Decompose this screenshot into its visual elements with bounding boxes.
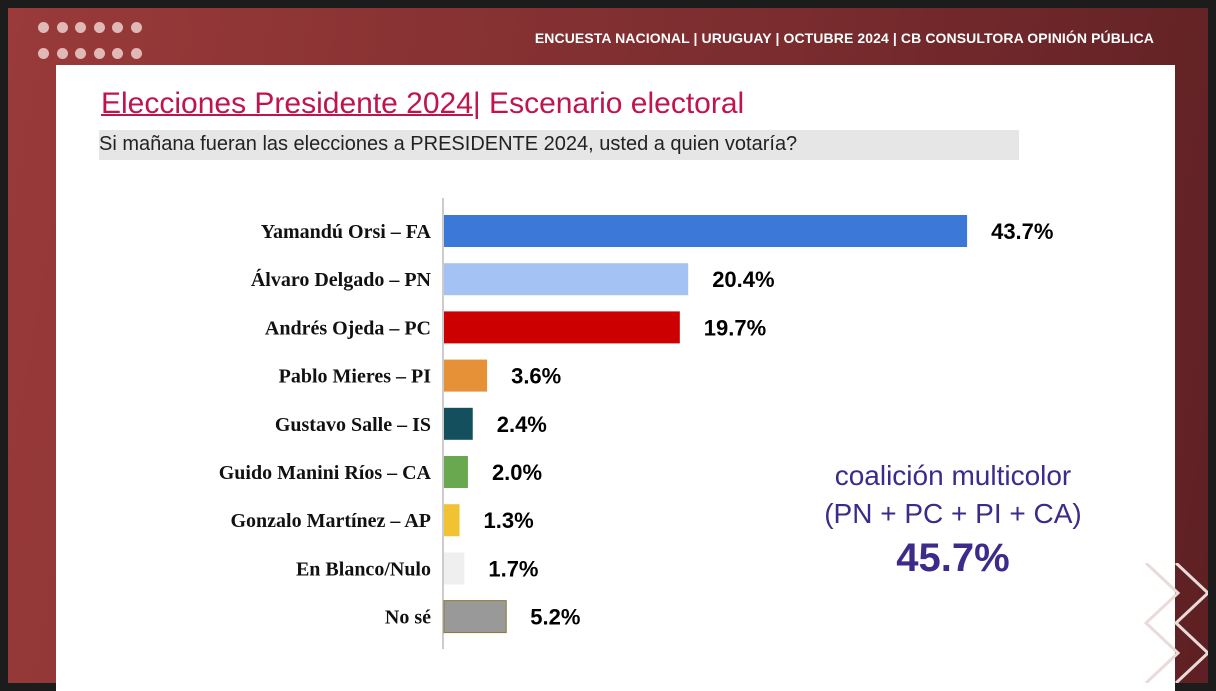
category-label: Gonzalo Martínez – AP [230, 510, 431, 532]
title-rest: Escenario electoral [480, 87, 745, 120]
title-main: Elecciones Presidente 2024 [101, 87, 473, 120]
header-text: ENCUESTA NACIONAL | URUGUAY | OCTUBRE 20… [534, 30, 1154, 46]
category-label: Andrés Ojeda – PC [265, 317, 431, 339]
bar [443, 600, 507, 634]
bar [444, 504, 460, 537]
dot [130, 22, 142, 33]
coalition-parties: (PN + PC + PI + CA) [824, 498, 1082, 529]
coalition-summary: coalición multicolor (PN + PC + PI + CA)… [753, 457, 1153, 583]
dot [130, 48, 142, 59]
value-label: 5.2% [530, 605, 580, 630]
bar [444, 552, 465, 585]
value-label: 1.7% [488, 556, 538, 581]
category-label: Álvaro Delgado – PN [251, 268, 432, 291]
bar [444, 311, 680, 344]
dot [75, 48, 86, 59]
value-label: 43.7% [991, 219, 1053, 244]
dot [75, 22, 86, 33]
title-separator: | [472, 87, 481, 120]
category-label: No sé [385, 607, 431, 629]
dot [112, 48, 123, 59]
category-label: Gustavo Salle – IS [275, 414, 431, 436]
category-label: Pablo Mieres – PI [279, 366, 432, 388]
page-title: Elecciones Presidente 2024| Escenario el… [101, 87, 744, 121]
chevron-decoration-icon [1143, 563, 1208, 683]
coalition-label: coalición multicolor [834, 460, 1072, 491]
bar [444, 215, 968, 247]
bar [444, 407, 473, 440]
dot [56, 48, 68, 59]
dot [93, 22, 105, 33]
bar [444, 263, 689, 296]
question-subtitle: Si mañana fueran las elecciones a PRESID… [99, 130, 1019, 160]
value-label: 2.4% [497, 412, 547, 437]
dot [56, 22, 68, 33]
category-label: Yamandú Orsi – FA [261, 221, 432, 243]
category-label: En Blanco/Nulo [296, 558, 431, 580]
slide: ENCUESTA NACIONAL | URUGUAY | OCTUBRE 20… [8, 8, 1208, 691]
value-label: 1.3% [484, 508, 534, 533]
bar [444, 456, 468, 488]
content-panel: Yamandú Orsi – FA 43.7% Álvaro Delgado – P… [56, 65, 1175, 691]
bar [444, 359, 488, 392]
category-label: Guido Manini Ríos – CA [219, 462, 432, 484]
value-label: 3.6% [511, 364, 561, 389]
value-label: 2.0% [492, 460, 542, 485]
value-label: 20.4% [712, 267, 774, 292]
dot [38, 48, 49, 59]
dot [112, 22, 123, 33]
value-label: 19.7% [704, 315, 766, 340]
bar-chart: Yamandú Orsi – FA 43.7% Álvaro Delgado – P… [219, 198, 1053, 649]
dot [38, 22, 49, 33]
dot [93, 48, 105, 59]
coalition-value: 45.7% [896, 536, 1010, 580]
